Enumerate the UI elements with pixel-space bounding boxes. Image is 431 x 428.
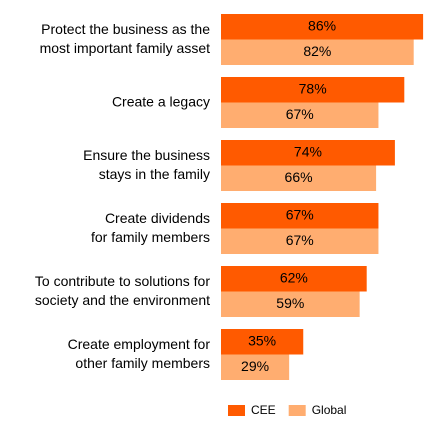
bar [221, 203, 379, 229]
bar [221, 266, 367, 292]
value-label: 78% [299, 80, 327, 96]
value-label: 62% [280, 269, 308, 285]
value-label: 29% [241, 358, 269, 374]
category-label: Ensure the business stays in the family [83, 147, 210, 182]
legend-label: CEE [251, 403, 276, 417]
bar [221, 102, 379, 128]
bar [221, 140, 395, 166]
value-label: 66% [285, 169, 313, 185]
category-label: Protect the business as the most importan… [40, 21, 211, 56]
value-label: 74% [294, 143, 322, 159]
bar [221, 39, 414, 65]
category-label: Create a legacy [112, 93, 210, 109]
value-label: 86% [308, 17, 336, 33]
category-label: To contribute to solutions for society an… [35, 273, 210, 308]
bar [221, 228, 379, 254]
value-label: 59% [276, 295, 304, 311]
category-label: Create dividends for family members [91, 210, 210, 245]
bar [221, 77, 405, 103]
bar [221, 165, 377, 191]
bar [221, 14, 424, 40]
value-label: 67% [286, 232, 314, 248]
legend-label: Global [312, 403, 347, 417]
legend-swatch [288, 405, 306, 416]
bar [221, 291, 360, 317]
value-label: 67% [286, 206, 314, 222]
legend-swatch [228, 405, 245, 416]
bar [221, 329, 304, 355]
value-label: 82% [303, 43, 331, 59]
category-label: Create employment for other family member… [68, 336, 211, 371]
value-label: 67% [286, 106, 314, 122]
value-label: 35% [248, 332, 276, 348]
bar [221, 354, 290, 380]
